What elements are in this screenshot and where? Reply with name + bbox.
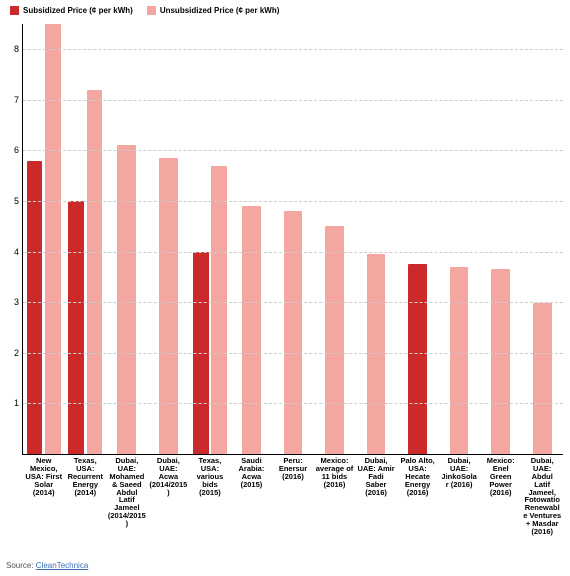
bar-group: Dubai, UAE: Amir Fadi Saber (2016): [359, 24, 393, 454]
gridline: [23, 201, 563, 202]
x-axis-label: Texas, USA: various bids (2015): [191, 454, 229, 496]
bar-group: Palo Alto, USA: Hecate Energy (2016): [401, 24, 435, 454]
x-axis-label: New Mexico, USA: First Solar (2014): [25, 454, 63, 496]
bar-unsubsidized: [325, 226, 344, 454]
x-axis-label: Saudi Arabia: Acwa (2015): [232, 454, 270, 489]
gridline: [23, 403, 563, 404]
bar-group: Texas, USA: Recurrent Energy (2014): [68, 24, 102, 454]
gridline: [23, 100, 563, 101]
bar-group: Dubai, UAE: Acwa (2014/2015): [151, 24, 185, 454]
bar-group: Texas, USA: various bids (2015): [193, 24, 227, 454]
legend-swatch-subsidized: [10, 6, 19, 15]
y-axis-tick: 1: [14, 398, 19, 408]
bar-group: Dubai, UAE: Abdul Latif Jameel, Fotowati…: [525, 24, 559, 454]
x-axis-label: Dubai, UAE: Amir Fadi Saber (2016): [357, 454, 395, 496]
gridline: [23, 49, 563, 50]
bar-subsidized: [27, 161, 43, 454]
y-axis-tick: 7: [14, 95, 19, 105]
bar-unsubsidized: [450, 267, 469, 454]
x-axis-label: Mexico: Enel Green Power (2016): [482, 454, 520, 496]
legend-item: Unsubsidized Price (¢ per kWh): [147, 6, 280, 15]
bar-unsubsidized: [491, 269, 510, 454]
x-axis-label: Dubai, UAE: Abdul Latif Jameel, Fotowati…: [523, 454, 561, 536]
bar-subsidized: [68, 201, 84, 454]
bar-unsubsidized: [242, 206, 261, 454]
bar-unsubsidized: [367, 254, 386, 454]
x-axis-label: Dubai, UAE: JinkoSolar (2016): [440, 454, 478, 489]
bar-group: Dubai, UAE: JinkoSolar (2016): [442, 24, 476, 454]
y-axis-tick: 5: [14, 196, 19, 206]
gridline: [23, 302, 563, 303]
chart-plot-area: New Mexico, USA: First Solar (2014)Texas…: [22, 24, 563, 455]
bar-unsubsidized: [533, 303, 552, 454]
chart-legend: Subsidized Price (¢ per kWh) Unsubsidize…: [10, 6, 279, 15]
bar-group: Dubai, UAE: Mohamed & Saeed Abdul Latif …: [110, 24, 144, 454]
x-axis-label: Mexico: average of 11 bids (2016): [316, 454, 354, 489]
x-axis-label: Dubai, UAE: Acwa (2014/2015): [149, 454, 187, 496]
y-axis-tick: 4: [14, 247, 19, 257]
x-axis-label: Texas, USA: Recurrent Energy (2014): [66, 454, 104, 496]
x-axis-label: Dubai, UAE: Mohamed & Saeed Abdul Latif …: [108, 454, 146, 528]
bar-unsubsidized: [45, 24, 61, 454]
bar-subsidized: [408, 264, 427, 454]
legend-item: Subsidized Price (¢ per kWh): [10, 6, 133, 15]
y-axis-tick: 3: [14, 297, 19, 307]
legend-label: Unsubsidized Price (¢ per kWh): [160, 6, 280, 15]
legend-label: Subsidized Price (¢ per kWh): [23, 6, 133, 15]
source-link[interactable]: CleanTechnica: [36, 561, 88, 570]
bar-group: Peru: Enersur (2016): [276, 24, 310, 454]
bar-unsubsidized: [211, 166, 227, 454]
y-axis-tick: 6: [14, 145, 19, 155]
chart-source: Source: CleanTechnica: [6, 561, 88, 570]
bar-group: Mexico: average of 11 bids (2016): [318, 24, 352, 454]
bar-unsubsidized: [87, 90, 103, 454]
bar-unsubsidized: [159, 158, 178, 454]
gridline: [23, 353, 563, 354]
bar-group: New Mexico, USA: First Solar (2014): [27, 24, 61, 454]
x-axis-label: Palo Alto, USA: Hecate Energy (2016): [399, 454, 437, 496]
bar-group: Saudi Arabia: Acwa (2015): [234, 24, 268, 454]
x-axis-label: Peru: Enersur (2016): [274, 454, 312, 481]
bar-unsubsidized: [284, 211, 303, 454]
bar-unsubsidized: [117, 145, 136, 454]
source-prefix: Source:: [6, 561, 36, 570]
legend-swatch-unsubsidized: [147, 6, 156, 15]
y-axis-tick: 2: [14, 348, 19, 358]
gridline: [23, 150, 563, 151]
gridline: [23, 252, 563, 253]
chart-bars-layer: New Mexico, USA: First Solar (2014)Texas…: [23, 24, 563, 454]
bar-group: Mexico: Enel Green Power (2016): [484, 24, 518, 454]
y-axis-tick: 8: [14, 44, 19, 54]
